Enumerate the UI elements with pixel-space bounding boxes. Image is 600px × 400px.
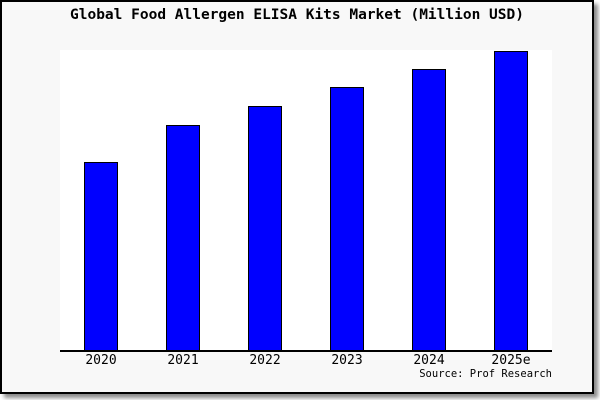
x-tick-label-2022: 2022 (249, 353, 281, 368)
chart-title: Global Food Allergen ELISA Kits Market (… (70, 7, 524, 23)
bar-2023 (330, 87, 364, 350)
bar-2024 (412, 69, 446, 350)
bar-2022 (248, 106, 282, 350)
x-tick-label-2023: 2023 (331, 353, 363, 368)
x-tick-label-2025e: 2025e (491, 353, 531, 368)
x-tick-label-2024: 2024 (413, 353, 445, 368)
bar-2021 (166, 125, 200, 350)
source-credit: Source: Prof Research (419, 368, 552, 380)
plot-area (60, 50, 552, 352)
x-axis-tick-labels: 2020 2021 2022 2023 2024 2025e (60, 354, 552, 370)
x-tick-label-2021: 2021 (167, 353, 199, 368)
chart-card: Global Food Allergen ELISA Kits Market (… (0, 0, 594, 394)
bar-2025e (494, 51, 528, 350)
x-tick-label-2020: 2020 (85, 353, 117, 368)
bar-2020 (84, 162, 118, 350)
